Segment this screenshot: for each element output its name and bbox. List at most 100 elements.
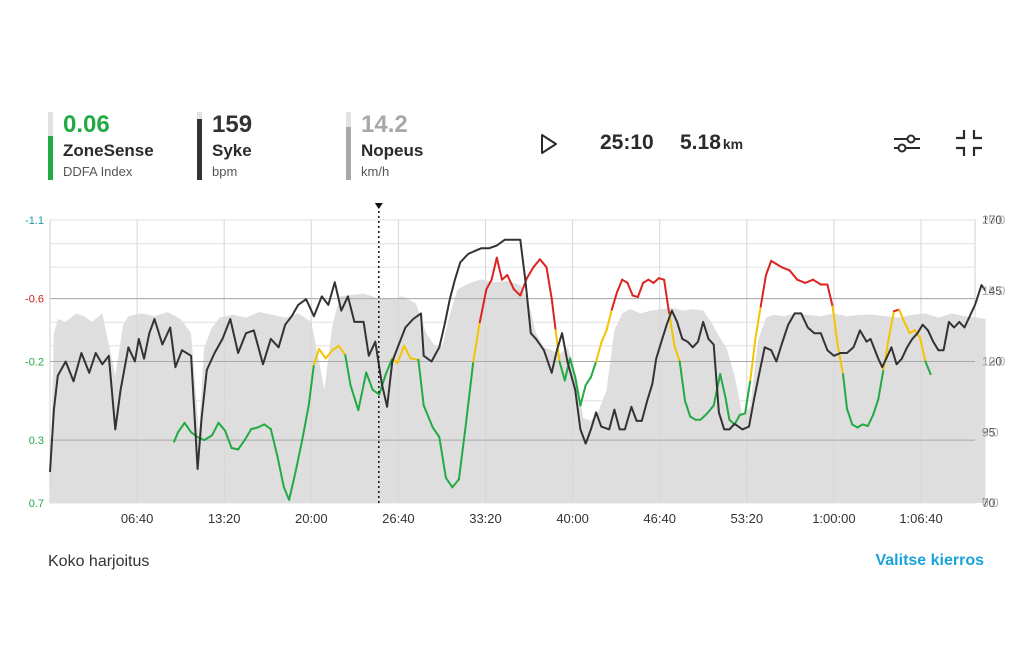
zonesense-line-segment: [689, 415, 697, 421]
zonesense-line-segment: [464, 360, 475, 429]
heart-rate-axis-tick-label: 120: [982, 355, 1002, 369]
distance: 5.18 km: [680, 131, 743, 155]
zonesense-line-segment: [647, 278, 655, 284]
zonesense-line-segment: [642, 278, 650, 284]
time-axis-tick-label: 20:00: [295, 511, 328, 526]
speed-axis-tick-label: 15.0: [982, 284, 1006, 298]
zonesense-line-segment: [621, 278, 629, 284]
zonesense-line-segment: [866, 414, 875, 427]
zonesense-line-segment: [754, 305, 762, 339]
zonesense-line-segment: [312, 347, 321, 366]
zonesense-line-segment: [307, 363, 315, 407]
zonesense-line-segment: [276, 454, 285, 489]
zonesense-line-segment: [733, 414, 741, 426]
zonesense-line-segment: [396, 344, 406, 365]
zonesense-line-segment: [177, 421, 186, 434]
zonesense-line-segment: [349, 384, 360, 412]
zonesense-line-segment: [804, 278, 814, 284]
zonesense-line-segment: [887, 310, 895, 339]
zonesense-line-segment: [836, 344, 844, 376]
zonesense-line-segment: [485, 278, 493, 291]
zonesense-line-segment: [589, 360, 598, 379]
time-axis-tick-label: 1:06:40: [899, 511, 942, 526]
zonesense-line-segment: [831, 305, 839, 347]
zonesense-line-segment: [365, 371, 374, 391]
zonesense-axis-tick-label: 0.7: [29, 498, 44, 510]
time-axis-tick-label: 40:00: [556, 511, 589, 526]
zonesense-line-segment: [724, 396, 731, 421]
zonesense-line-segment: [652, 277, 660, 284]
elapsed-time: 25:10: [600, 131, 654, 154]
zonesense-line-segment: [318, 347, 327, 360]
workout-chart[interactable]: -1.1 -0.6 -0.2 0.3 0.7 170 145 120 95 70 20.0 15.0 1…: [0, 195, 1024, 530]
zonesense-line-segment: [451, 478, 460, 489]
zonesense-line-segment: [569, 357, 577, 379]
zonesense-line-segment: [749, 336, 757, 382]
zonesense-axis-tick-label: -0.2: [25, 357, 44, 369]
heart-rate-label: Syke: [212, 141, 252, 160]
zonesense-line-segment: [478, 288, 488, 324]
time-axis-tick-label: 46:40: [643, 511, 676, 526]
zonesense-line-segment: [506, 274, 515, 291]
exit-fullscreen-button[interactable]: [954, 128, 984, 158]
sliders-icon: [894, 134, 920, 153]
select-lap-link[interactable]: Valitse kierros: [875, 552, 984, 569]
zonesense-label: ZoneSense: [63, 141, 154, 160]
zonesense-line-segment: [744, 379, 752, 415]
whole-workout-label: Koko harjoitus: [48, 553, 150, 570]
zonesense-line-segment: [230, 447, 240, 451]
zonesense-line-segment: [512, 288, 522, 297]
zonesense-line-segment: [626, 281, 634, 297]
zonesense-line-segment: [183, 421, 193, 434]
play-button[interactable]: [538, 132, 560, 156]
play-icon: [541, 134, 557, 154]
collapse-icon: [956, 130, 982, 156]
zonesense-line-segment: [282, 486, 291, 501]
heart-rate-level-bar: [197, 112, 202, 180]
zonesense-line-segment: [600, 329, 608, 344]
time-axis-tick-label: 33:20: [469, 511, 502, 526]
zonesense-line-segment: [501, 274, 509, 281]
heart-rate-axis-tick-label: 145: [982, 284, 1002, 298]
zonesense-line-segment: [294, 439, 304, 473]
zonesense-line-segment: [706, 404, 715, 415]
zonesense-level-fill: [48, 135, 53, 180]
heart-rate-level-fill: [197, 118, 202, 180]
time-axis-tick-label: 13:20: [208, 511, 241, 526]
zonesense-line-segment: [344, 354, 352, 387]
speed-axis-tick-label: 5.0: [982, 425, 999, 439]
zonesense-line-segment: [422, 404, 434, 429]
zonesense-level-bar: [48, 112, 53, 180]
speed-level-fill: [346, 126, 351, 180]
zonesense-line-segment: [237, 439, 246, 451]
zonesense-line-segment: [431, 426, 441, 438]
zonesense-line-segment: [574, 376, 582, 407]
settings-button[interactable]: [892, 128, 922, 158]
zonesense-line-segment: [668, 313, 676, 347]
zonesense-line-segment: [842, 373, 848, 410]
zonesense-line-segment: [775, 263, 783, 269]
zonesense-line-segment: [908, 329, 916, 335]
zonesense-line-segment: [444, 476, 454, 489]
distance-unit: km: [722, 136, 744, 152]
zonesense-line-segment: [616, 278, 624, 294]
zonesense-line-segment: [301, 404, 310, 442]
zonesense-line-segment: [584, 376, 592, 387]
zonesense-axis-tick-label: -0.6: [25, 294, 44, 306]
time-axis-tick-label: 26:40: [382, 511, 415, 526]
zonesense-line-segment: [796, 278, 807, 284]
zonesense-line-segment: [337, 344, 347, 357]
zonesense-line-segment: [919, 336, 927, 363]
zonesense-line-segment: [877, 368, 885, 401]
zonesense-line-segment: [384, 357, 394, 376]
zonesense-line-segment: [770, 259, 778, 265]
zonesense-line-segment: [357, 371, 368, 412]
zonesense-line-segment: [765, 259, 773, 276]
distance-value: 5.18: [680, 131, 721, 154]
zonesense-line-segment: [563, 357, 571, 382]
playhead-marker[interactable]: [374, 203, 383, 209]
zonesense-line-segment: [545, 266, 553, 300]
zonesense-line-segment: [263, 423, 272, 431]
zonesense-line-segment: [525, 266, 535, 280]
zonesense-line-segment: [846, 407, 854, 426]
